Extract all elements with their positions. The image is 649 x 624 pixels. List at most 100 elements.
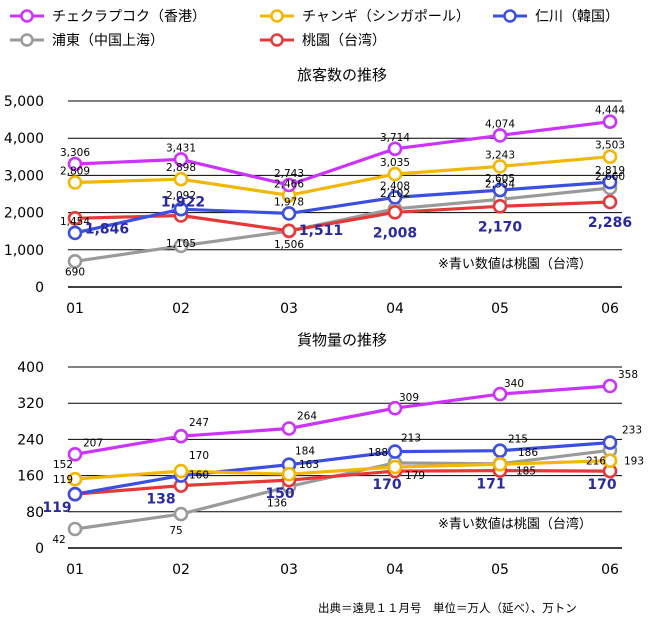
- legend-marker-icon: [491, 8, 529, 24]
- data-label: 2,170: [478, 219, 523, 235]
- chart-note: ※青い数値は桃園（台湾）: [438, 516, 592, 532]
- series-line: [74, 441, 611, 496]
- series-line: [74, 180, 611, 235]
- legend-label: 浦東（中国上海）: [52, 33, 164, 49]
- data-point: [387, 459, 403, 475]
- chart-title: 旅客数の推移: [297, 66, 387, 84]
- data-label: 42: [52, 534, 65, 546]
- legend-item: 桃園（台湾）: [258, 30, 386, 50]
- data-point: [387, 400, 403, 416]
- data-label: 4,074: [485, 118, 515, 130]
- data-point: [281, 177, 297, 193]
- data-point: [492, 128, 508, 143]
- legend-item: 浦東（中国上海）: [8, 30, 164, 50]
- chart-title: 貨物量の推移: [297, 331, 387, 349]
- data-point: [67, 225, 83, 241]
- data-label: 2,102: [380, 188, 410, 200]
- data-label: 75: [169, 525, 182, 537]
- data-label: 170: [372, 477, 401, 493]
- data-point: [602, 194, 618, 210]
- data-label: 136: [267, 497, 287, 509]
- data-label: 215: [508, 434, 528, 446]
- data-point: [173, 152, 189, 167]
- y-tick-label: 0: [35, 541, 44, 557]
- data-label: 1,922: [161, 195, 205, 211]
- x-tick-label: 02: [172, 301, 190, 317]
- legend-marker-icon: [8, 8, 46, 24]
- data-label: 188: [368, 447, 388, 459]
- y-tick-label: 5,000: [4, 94, 44, 110]
- data-point: [492, 182, 508, 198]
- legend-marker-icon: [258, 8, 296, 24]
- x-tick-label: 01: [66, 301, 84, 317]
- legend-marker-icon: [8, 32, 46, 48]
- x-tick-label: 03: [280, 301, 298, 317]
- data-label: 2,819: [595, 165, 625, 177]
- data-label: 119: [53, 474, 73, 486]
- x-tick-label: 01: [66, 562, 84, 578]
- data-point: [492, 386, 508, 402]
- data-label: 119: [42, 500, 71, 516]
- data-point: [173, 171, 189, 187]
- data-label: 2,743: [274, 168, 304, 180]
- data-label: 186: [518, 447, 538, 459]
- y-tick-label: 3,000: [4, 168, 44, 184]
- data-label: 2,466: [274, 178, 304, 190]
- data-point: [492, 159, 508, 174]
- legend-marker-icon: [258, 32, 296, 48]
- data-label: 3,035: [380, 157, 410, 169]
- data-label: 1,978: [274, 196, 304, 208]
- y-tick-label: 320: [17, 396, 44, 412]
- data-label: 2,898: [166, 162, 196, 174]
- data-label: 233: [622, 425, 642, 437]
- series-line: [74, 384, 611, 456]
- data-label: 3,503: [595, 140, 625, 152]
- data-point: [67, 175, 83, 190]
- data-label: 152: [53, 459, 73, 471]
- series-line: [74, 186, 611, 263]
- legend-label: チェクラプコク（香港）: [52, 9, 206, 25]
- data-point: [492, 456, 508, 472]
- data-label: 3,306: [60, 147, 90, 159]
- x-tick-label: 03: [280, 562, 298, 578]
- data-label: 193: [624, 456, 644, 468]
- series-line: [74, 469, 611, 496]
- data-label: 1,511: [299, 223, 343, 239]
- data-point: [492, 199, 508, 214]
- data-point: [602, 174, 618, 190]
- x-tick-label: 05: [491, 562, 509, 578]
- data-point: [387, 444, 403, 459]
- data-label: 247: [189, 417, 209, 429]
- data-label: 184: [295, 446, 315, 458]
- data-label: 150: [265, 486, 294, 502]
- data-label: 2,660: [595, 171, 625, 183]
- data-point: [281, 421, 297, 436]
- y-tick-label: 400: [17, 360, 44, 376]
- data-label: 2,809: [60, 166, 90, 178]
- data-point: [67, 446, 83, 462]
- data-point: [173, 506, 189, 522]
- data-label: 2,286: [588, 215, 632, 231]
- data-point: [492, 443, 508, 459]
- data-label: 171: [476, 477, 505, 493]
- legend-label: 桃園（台湾）: [302, 33, 386, 49]
- data-label: 163: [299, 459, 319, 471]
- data-label: 3,714: [380, 132, 410, 144]
- data-label: 179: [405, 470, 425, 482]
- data-point: [67, 471, 83, 487]
- data-point: [67, 156, 83, 172]
- legend: チェクラプコク（香港） チャンギ（シンガポール） 仁川（韓国） 浦東（中国上海） 桃園（…: [0, 0, 649, 54]
- chart-note: ※青い数値は桃園（台湾）: [438, 256, 592, 272]
- legend-label: 仁川（韓国）: [535, 9, 619, 25]
- data-point: [387, 205, 403, 220]
- legend-item: チェクラプコク（香港）: [8, 6, 206, 26]
- data-point: [281, 466, 297, 482]
- data-point: [173, 201, 189, 217]
- x-tick-label: 05: [491, 301, 509, 317]
- data-label: 2,605: [485, 173, 515, 185]
- data-label: 2,354: [485, 178, 515, 190]
- data-point: [602, 435, 618, 450]
- x-tick-label: 04: [386, 562, 404, 578]
- data-point: [67, 486, 83, 502]
- data-label: 3,243: [485, 149, 515, 161]
